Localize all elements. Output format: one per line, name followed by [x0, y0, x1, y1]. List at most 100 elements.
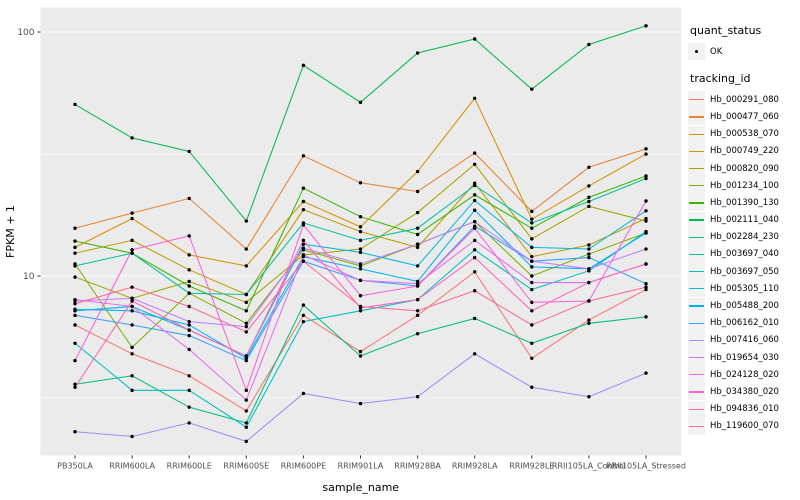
data-point [73, 251, 77, 255]
data-point [587, 42, 591, 47]
data-point [187, 284, 191, 288]
legend-item: Hb_003697_040 [688, 245, 800, 263]
data-point [187, 421, 191, 425]
data-point [415, 297, 420, 302]
x-tick-label: RRIM600PE [281, 462, 327, 471]
data-point [301, 313, 306, 318]
data-point [473, 183, 477, 188]
x-tick-label: RRII105LA_Control [552, 462, 626, 471]
data-point [415, 313, 420, 318]
data-point [130, 251, 134, 255]
y-tick-label: 100 [17, 28, 34, 38]
data-point [530, 221, 534, 225]
legend-line-icon [689, 116, 704, 118]
legend-item: Hb_000291_080 [688, 91, 800, 109]
data-point [130, 299, 134, 303]
legend-key-box [688, 160, 705, 178]
legend-line-icon [689, 339, 704, 342]
data-point [130, 136, 134, 140]
data-point [644, 219, 648, 223]
data-point [73, 313, 77, 318]
data-point [644, 176, 648, 181]
data-point [644, 285, 648, 289]
data-point [73, 102, 77, 107]
x-tick-label: RRIM600SE [223, 462, 269, 471]
data-point [130, 323, 134, 327]
legend-item-label: Hb_003697_050 [710, 266, 779, 277]
data-point [187, 253, 191, 257]
data-point [73, 430, 77, 434]
data-point [301, 238, 306, 243]
data-point [244, 324, 248, 329]
legend-item-label: Hb_003697_040 [710, 249, 779, 260]
data-point [244, 439, 248, 444]
data-point [587, 395, 591, 399]
data-point [530, 87, 534, 91]
legend-item-label: Hb_001390_130 [710, 197, 779, 208]
data-point [301, 186, 306, 190]
data-point [530, 323, 534, 327]
data-point [244, 219, 248, 223]
legend-key-box [688, 142, 705, 160]
data-point [473, 352, 477, 356]
data-point [415, 264, 420, 268]
data-point [73, 358, 77, 363]
legend-key-box [688, 297, 705, 315]
data-point [530, 254, 534, 259]
data-point [130, 211, 134, 215]
data-point [358, 214, 363, 219]
data-point [530, 287, 534, 292]
legend-line-icon [689, 425, 704, 427]
legend-line-icon [689, 253, 704, 256]
data-point [73, 307, 77, 312]
legend-item: Hb_005488_200 [688, 297, 800, 315]
data-point [358, 401, 363, 406]
data-point [130, 304, 134, 309]
data-point [187, 196, 191, 201]
legend-item: Hb_119600_070 [688, 417, 800, 435]
legend-item-label: Hb_005305_110 [710, 283, 779, 294]
data-point [644, 371, 648, 375]
legend-item-label: Hb_024128_020 [710, 369, 779, 380]
data-point [130, 285, 134, 289]
data-point [530, 226, 534, 230]
legend-item-label: Hb_000749_220 [710, 146, 779, 157]
data-point [244, 421, 248, 425]
legend-item-label: Hb_000291_080 [710, 94, 779, 105]
data-point [415, 226, 420, 230]
legend-key-box [688, 177, 705, 195]
data-point [301, 242, 306, 246]
data-point [530, 385, 534, 389]
data-point [130, 434, 134, 439]
legend-item: Hb_000749_220 [688, 142, 800, 160]
legend-item-label: Hb_002111_040 [710, 215, 779, 226]
data-point [244, 358, 248, 363]
legend-item-label: Hb_000538_070 [710, 129, 779, 140]
data-point [358, 225, 363, 229]
legend-item-label: Hb_000477_060 [710, 111, 779, 122]
x-tick-label: RRIM928BA [394, 462, 441, 471]
x-axis-title: sample_name [322, 481, 399, 494]
legend-line-icon [689, 236, 704, 238]
data-point [530, 280, 534, 285]
data-point [415, 245, 420, 250]
point-icon [694, 49, 699, 54]
x-tick-label: RRIM600LA [109, 462, 155, 471]
y-tick-label: 10 [23, 272, 35, 282]
data-point [530, 300, 534, 305]
data-point [130, 388, 134, 393]
data-point [244, 398, 248, 402]
data-point [73, 297, 77, 302]
x-tick-label: PB350LA [57, 462, 93, 471]
legend-line-icon [689, 322, 704, 324]
data-point [587, 321, 591, 325]
data-point [358, 349, 363, 354]
legend-key-box [688, 194, 705, 212]
data-point [587, 318, 591, 322]
legend-key-box [688, 400, 705, 418]
data-point [473, 37, 477, 41]
legend-line-icon [689, 408, 704, 410]
data-point [358, 250, 363, 255]
data-point [530, 259, 534, 263]
legend-item-label: Hb_006162_010 [710, 318, 779, 329]
